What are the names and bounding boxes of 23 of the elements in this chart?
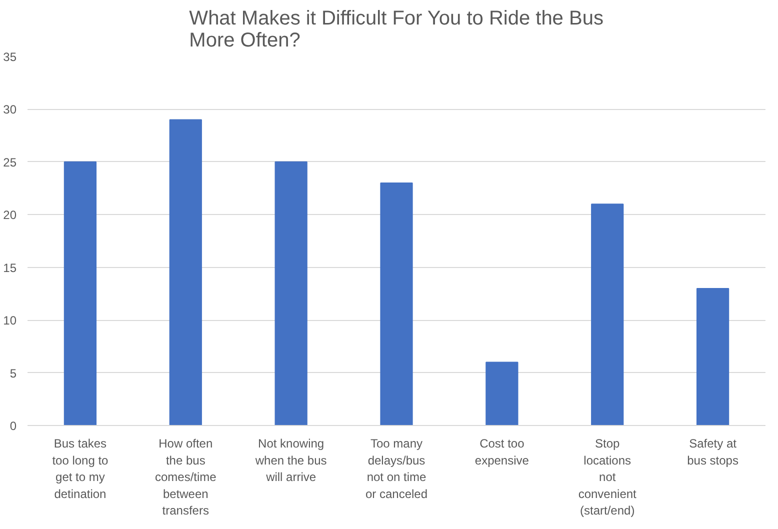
bar bbox=[64, 161, 97, 426]
bar bbox=[696, 288, 730, 426]
x-tick-label: Stop locations not convenient (start/end) bbox=[578, 436, 638, 518]
y-tick-label: 5 bbox=[10, 366, 17, 380]
bar bbox=[274, 161, 308, 426]
y-tick-label: 30 bbox=[3, 102, 17, 117]
x-tick-label: Cost too expensive bbox=[474, 436, 530, 468]
bar bbox=[169, 119, 202, 426]
bar bbox=[591, 204, 624, 426]
chart-title: What Makes it Difficult For You to Ride the Bus More Often? bbox=[189, 8, 604, 52]
y-tick-label: 0 bbox=[10, 419, 17, 433]
x-tick-label: Not knowing when the bus will arrive bbox=[254, 436, 327, 484]
x-tick-label: Bus takes too long to get to my detination bbox=[52, 436, 109, 501]
y-tick-label: 20 bbox=[3, 208, 17, 222]
x-tick-label: How often the bus comes/time between transfers bbox=[154, 436, 217, 518]
x-tick-label: Too many delays/bus not on time or canceled bbox=[365, 436, 428, 501]
bar bbox=[486, 362, 518, 426]
y-tick-label: 10 bbox=[3, 314, 17, 328]
y-tick-label: 25 bbox=[3, 155, 17, 170]
y-tick-label: 15 bbox=[3, 260, 17, 275]
x-tick-label: Safety at bus stops bbox=[687, 436, 738, 468]
y-tick-label: 35 bbox=[3, 50, 17, 64]
bar bbox=[380, 182, 413, 426]
